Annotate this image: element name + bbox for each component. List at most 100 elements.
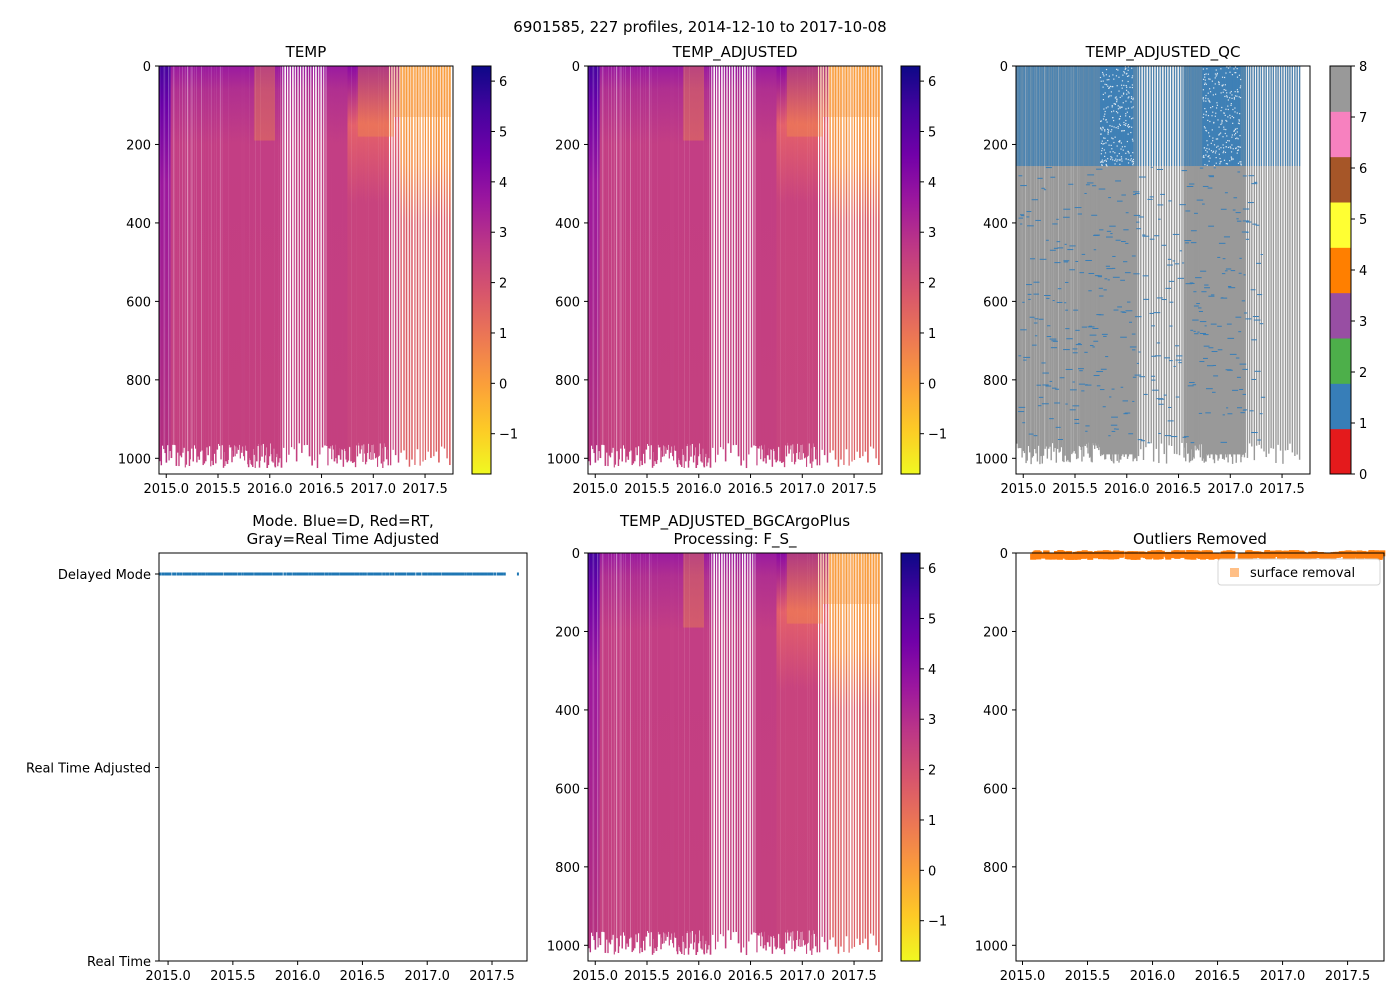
qc-flag-mark xyxy=(1242,220,1249,222)
qc-speckle xyxy=(1110,158,1112,160)
qc-flag-mark xyxy=(1203,357,1208,359)
qc-flag-mark xyxy=(1079,370,1083,372)
qc-flag-mark xyxy=(1018,175,1023,177)
temperature-profile xyxy=(798,553,800,940)
qc-speckle xyxy=(1105,68,1108,71)
y-tick-label: 0 xyxy=(1000,60,1008,75)
temperature-profile xyxy=(732,553,735,933)
qc-flag-mark xyxy=(1209,176,1214,178)
qc-profile xyxy=(1193,66,1195,459)
qc-speckle xyxy=(1224,95,1226,98)
mode-point xyxy=(413,572,416,576)
mode-point xyxy=(308,572,311,576)
qc-profile xyxy=(1241,66,1244,455)
qc-profile xyxy=(1199,66,1202,458)
temperature-profile xyxy=(658,66,660,448)
temperature-profile xyxy=(676,553,679,955)
temperature-profile xyxy=(601,66,603,445)
qc-profile-shallow xyxy=(1134,66,1136,167)
qc-profile-shallow xyxy=(1155,66,1157,167)
qc-flag-mark xyxy=(1168,406,1172,408)
qc-profile xyxy=(1090,66,1093,462)
temperature-profile xyxy=(623,66,626,449)
y-tick-label: 400 xyxy=(983,217,1008,232)
outlier-point xyxy=(1242,553,1249,560)
temperature-profile xyxy=(668,66,670,459)
temperature-profile xyxy=(737,66,740,457)
qc-speckle xyxy=(1122,149,1124,151)
temperature-profile xyxy=(765,66,767,464)
temperature-profile xyxy=(762,553,765,949)
outlier-point xyxy=(1272,550,1279,557)
qc-flag-mark xyxy=(1183,436,1189,438)
qc-profile-shallow xyxy=(1140,66,1142,167)
qc-profile-shallow xyxy=(1263,66,1265,167)
qc-speckle xyxy=(1113,103,1115,105)
qc-profile xyxy=(1020,66,1022,449)
qc-profile xyxy=(1277,66,1279,445)
qc-flag-mark xyxy=(1194,333,1199,335)
temperature-profile xyxy=(724,66,727,462)
colorbar-tick-label: 1 xyxy=(928,327,936,342)
qc-speckle xyxy=(1127,150,1129,152)
y-tick-label: 0 xyxy=(143,60,151,75)
qc-flag-mark xyxy=(1088,290,1092,292)
qc-speckle xyxy=(1219,157,1221,160)
qc-profile-shallow xyxy=(1090,66,1092,167)
temperature-profile xyxy=(590,66,593,446)
qc-profile xyxy=(1289,66,1291,444)
qc-speckle xyxy=(1234,107,1236,109)
x-tick-label: 2015.0 xyxy=(1000,482,1046,497)
temperature-profile xyxy=(845,66,848,450)
qc-speckle xyxy=(1128,96,1130,98)
temperature-profile xyxy=(352,66,355,463)
y-category-label: Real Time Adjusted xyxy=(26,762,151,777)
qc-speckle xyxy=(1112,116,1114,119)
mode-point xyxy=(354,572,357,576)
x-tick-label: 2015.5 xyxy=(624,482,670,497)
qc-profile-shallow xyxy=(1053,66,1055,167)
qc-speckle xyxy=(1234,72,1236,74)
temperature-profile xyxy=(676,66,679,468)
qc-speckle xyxy=(1105,142,1107,144)
qc-speckle xyxy=(1101,147,1103,150)
temperature-profile xyxy=(370,66,372,460)
qc-profile-shallow xyxy=(1188,66,1191,167)
qc-flag-mark xyxy=(1085,259,1092,261)
temperature-profile xyxy=(634,553,636,949)
mode-point xyxy=(386,572,389,576)
qc-speckle xyxy=(1117,108,1119,110)
qc-profile-shallow xyxy=(1265,66,1267,167)
temperature-profile xyxy=(358,66,360,446)
qc-flag-mark xyxy=(1088,272,1095,274)
temperature-profile xyxy=(308,66,311,457)
temperature-profile xyxy=(727,553,730,931)
qc-profile-shallow xyxy=(1073,66,1075,167)
qc-flag-mark xyxy=(1124,412,1131,414)
qc-profile xyxy=(1025,66,1027,464)
temperature-profile xyxy=(755,66,757,447)
qc-flag-mark xyxy=(1199,321,1207,323)
qc-speckle xyxy=(1214,73,1217,75)
qc-profile xyxy=(1041,66,1044,464)
qc-flag-mark xyxy=(1020,185,1027,187)
mode-point xyxy=(191,572,194,576)
temperature-profile xyxy=(688,553,690,948)
mode-point xyxy=(382,572,385,576)
qc-speckle xyxy=(1131,160,1133,162)
temperature-profile xyxy=(261,66,263,457)
qc-speckle xyxy=(1220,160,1222,163)
qc-speckle xyxy=(1122,102,1124,104)
qc-flag-mark xyxy=(1120,336,1127,338)
qc-profile xyxy=(1242,66,1245,455)
temperature-profile xyxy=(446,66,448,459)
colorbar-tick-label: 4 xyxy=(1359,264,1367,279)
temperature-profile xyxy=(869,66,872,447)
temperature-profile xyxy=(672,66,674,457)
qc-flag-mark xyxy=(1221,273,1226,275)
temperature-profile xyxy=(804,66,807,458)
mode-point xyxy=(377,572,380,576)
qc-flag-mark xyxy=(1087,174,1095,176)
